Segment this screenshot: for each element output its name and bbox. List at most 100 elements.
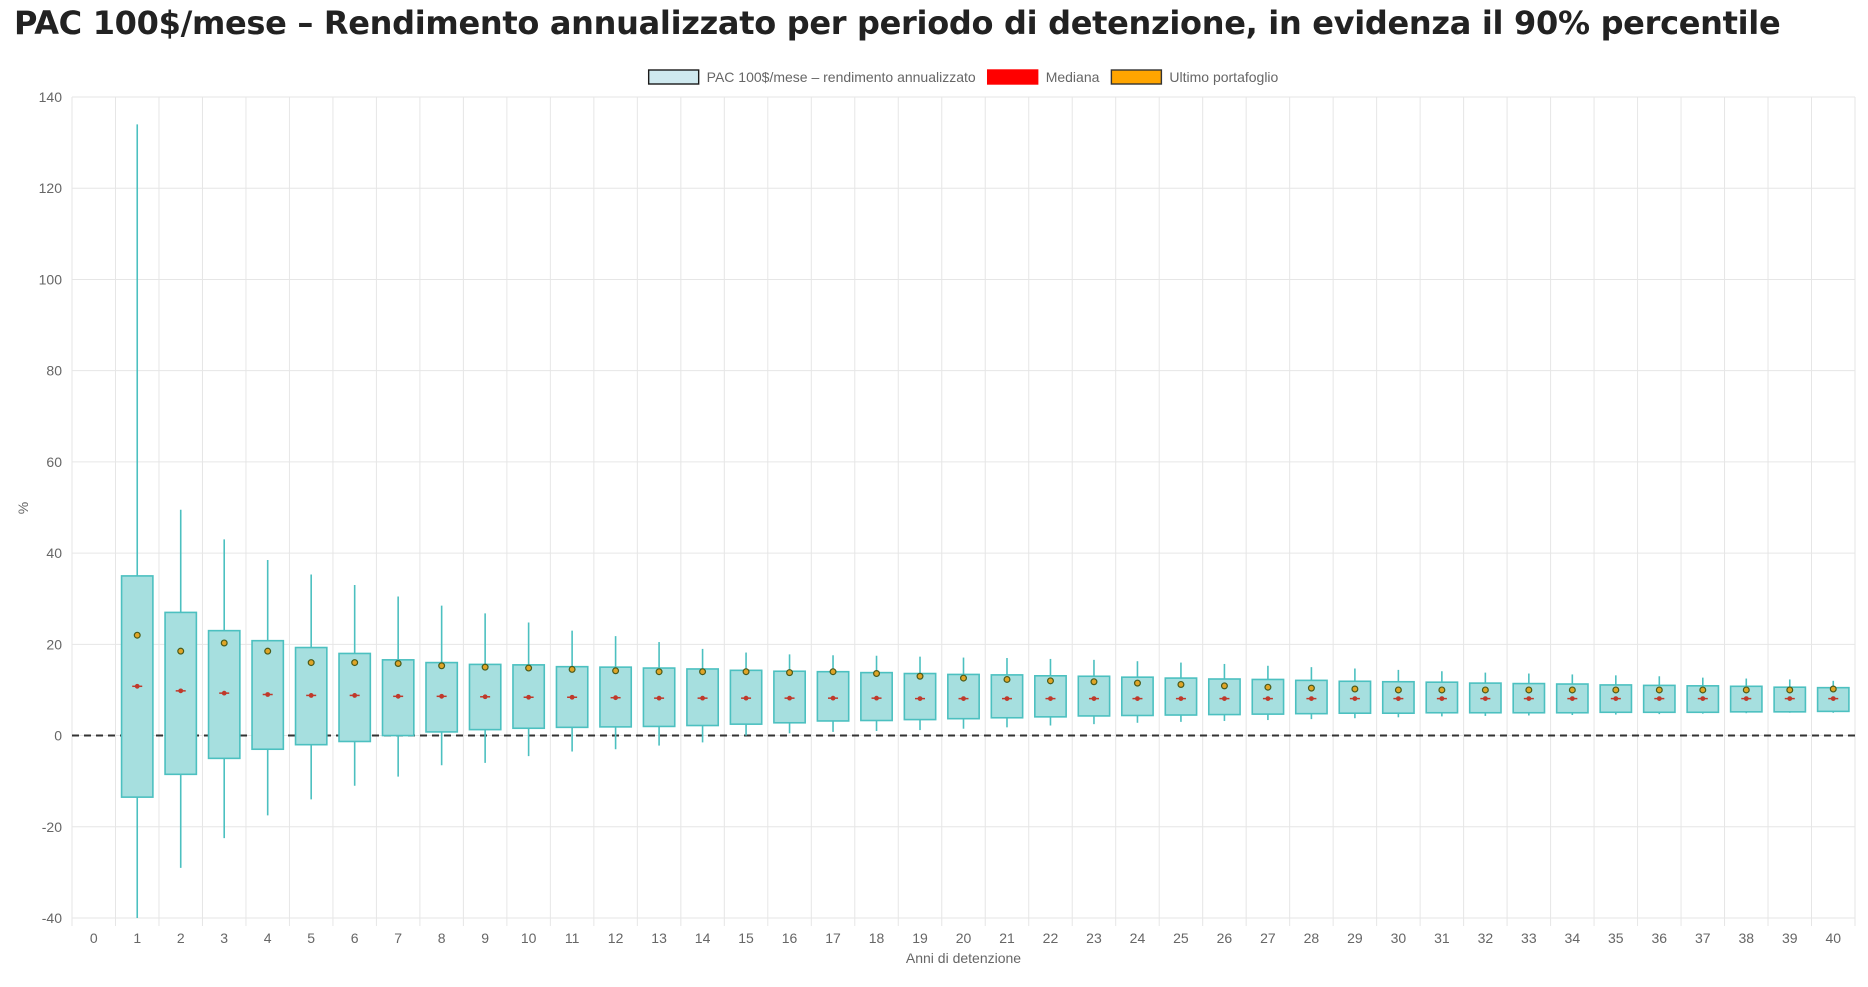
last-portfolio-dot	[133, 631, 141, 639]
last-portfolio-dot	[1786, 686, 1794, 694]
legend-swatch-ultimo-portafoglio[interactable]	[1110, 69, 1163, 85]
last-portfolio-dot	[1612, 686, 1620, 694]
median-dot	[874, 695, 879, 701]
x-tick-label: 22	[1043, 930, 1059, 946]
x-tick-label: 8	[438, 930, 446, 946]
median-dot	[134, 683, 140, 689]
y-tick-label: 40	[46, 545, 62, 561]
page-title: PAC 100$/mese – Rendimento annualizzato …	[14, 4, 1781, 42]
box-group	[251, 559, 285, 816]
box-group	[1251, 665, 1285, 721]
x-tick-label: 36	[1652, 930, 1668, 946]
median-dot	[917, 696, 923, 702]
last-portfolio-dot	[220, 639, 228, 647]
box-body	[816, 670, 850, 722]
x-tick-label: 18	[869, 930, 885, 946]
last-portfolio-dot	[1351, 685, 1359, 693]
box-group	[1120, 661, 1154, 723]
x-tick-label: 1	[133, 930, 141, 946]
median-dot	[961, 696, 966, 702]
x-tick-label: 9	[481, 930, 489, 946]
box-group	[1207, 663, 1241, 721]
box-group	[990, 658, 1024, 728]
median-dot	[1352, 696, 1358, 702]
box-group	[338, 585, 372, 786]
last-portfolio-dot	[916, 672, 924, 680]
box-body	[120, 575, 154, 798]
median-dot	[1048, 696, 1053, 702]
box-group	[1468, 672, 1502, 716]
legend-label-mediana[interactable]: Mediana	[1046, 69, 1100, 85]
x-tick-label: 26	[1217, 930, 1233, 946]
box-group	[773, 654, 807, 734]
median-dot	[221, 690, 227, 696]
last-portfolio-dot	[873, 670, 881, 678]
x-tick-label: 0	[90, 930, 98, 946]
y-tick-label: -20	[42, 819, 62, 835]
median-dot	[1656, 696, 1662, 702]
box-group	[555, 630, 589, 752]
x-tick-label: 7	[394, 930, 402, 946]
last-portfolio-dot	[1264, 683, 1272, 691]
last-portfolio-dot	[1090, 678, 1098, 686]
box-group	[1425, 671, 1459, 717]
box-group	[686, 648, 720, 743]
median-dot	[1613, 696, 1619, 702]
median-dot	[1395, 696, 1401, 702]
median-dot	[1830, 696, 1836, 702]
last-portfolio-dot	[1829, 685, 1837, 693]
x-axis-label: Anni di detenzione	[906, 950, 1021, 966]
median-dot	[1526, 696, 1532, 702]
x-tick-label: 33	[1521, 930, 1537, 946]
x-tick-label: 35	[1608, 930, 1624, 946]
last-portfolio-dot	[307, 659, 315, 667]
y-axis-ticks: -40 -20 0 20 40 60 80 100 120 140	[39, 89, 63, 926]
last-portfolio-dot	[177, 647, 185, 655]
median-dot	[1135, 696, 1140, 702]
last-portfolio-dot	[1177, 680, 1185, 688]
box-group	[1599, 675, 1633, 715]
last-portfolio-dot	[829, 668, 837, 676]
box-group	[120, 124, 154, 918]
x-tick-label: 28	[1304, 930, 1320, 946]
last-portfolio-dot	[438, 662, 446, 670]
x-tick-label: 2	[177, 930, 185, 946]
x-tick-label: 19	[912, 930, 928, 946]
x-tick-label: 37	[1695, 930, 1711, 946]
box-group	[1077, 659, 1111, 725]
x-tick-label: 24	[1130, 930, 1146, 946]
legend-label-pac[interactable]: PAC 100$/mese – rendimento annualizzato	[707, 69, 976, 85]
box-group	[1512, 673, 1546, 716]
box-group	[1773, 679, 1807, 713]
median-dot	[1700, 696, 1706, 702]
median-dot	[569, 694, 575, 700]
x-tick-label: 14	[695, 930, 711, 946]
x-tick-label: 12	[608, 930, 624, 946]
legend-swatch-pac[interactable]	[647, 69, 700, 85]
x-tick-label: 39	[1782, 930, 1798, 946]
box-group	[1034, 658, 1067, 726]
box-group	[1729, 678, 1763, 714]
last-portfolio-dot	[351, 659, 359, 667]
x-tick-label: 5	[307, 930, 315, 946]
legend-label-ultimo-portafoglio[interactable]: Ultimo portafoglio	[1169, 69, 1278, 85]
x-tick-label: 16	[782, 930, 798, 946]
box-group	[1642, 676, 1676, 715]
last-portfolio-dot	[699, 668, 707, 676]
box-group	[164, 509, 198, 868]
x-tick-label: 27	[1260, 930, 1276, 946]
x-tick-label: 38	[1738, 930, 1754, 946]
legend[interactable]: PAC 100$/mese – rendimento annualizzato …	[647, 69, 1279, 85]
last-portfolio-dot	[612, 667, 620, 675]
x-tick-label: 32	[1478, 930, 1494, 946]
box-group	[381, 596, 415, 777]
last-portfolio-dot	[1133, 679, 1141, 687]
legend-swatch-mediana[interactable]	[986, 69, 1039, 85]
median-dot	[1743, 696, 1749, 702]
y-axis-label: %	[15, 502, 31, 514]
x-tick-label: 21	[999, 930, 1015, 946]
last-portfolio-dot	[1046, 677, 1054, 685]
box-group	[729, 652, 763, 736]
y-tick-label: 60	[46, 454, 62, 470]
box-group	[1164, 662, 1198, 722]
